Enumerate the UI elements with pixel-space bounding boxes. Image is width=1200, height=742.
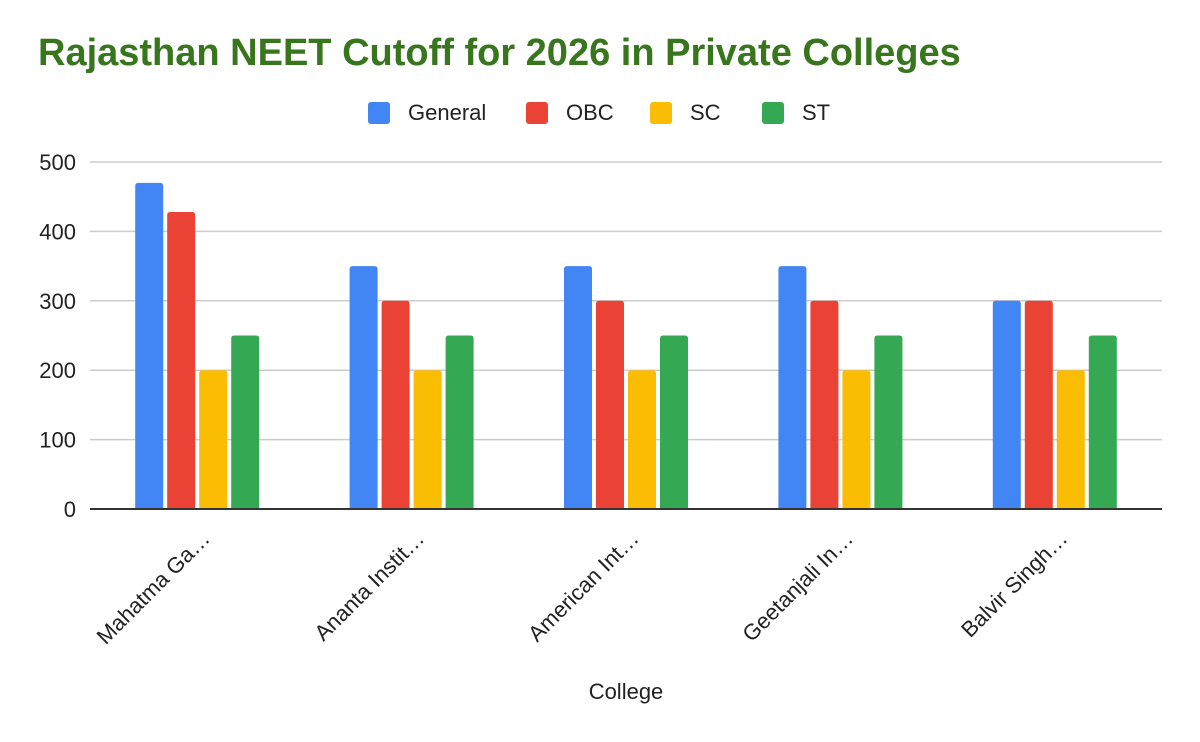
x-tick-label-3: Geetanjali In… [737,526,858,647]
legend-label-general: General [408,100,487,125]
x-axis-title: College [589,679,664,704]
legend-item-st: ST [762,96,830,130]
bar-obc-0 [167,211,196,509]
y-tick-label-300: 300 [39,289,76,314]
bar-sc-0 [199,370,228,509]
legend-item-general: General [368,96,486,130]
y-tick-label-200: 200 [39,358,76,383]
bar-st-4 [1088,335,1117,509]
y-tick-label-0: 0 [64,497,76,522]
legend-swatch-st [762,102,784,124]
bar-sc-1 [413,370,442,509]
bar-general-1 [349,266,378,509]
bar-obc-1 [381,300,410,509]
legend-swatch-obc [526,102,548,124]
x-tick-label-1: Ananta Instit… [309,526,429,646]
legend-label-st: ST [802,100,831,125]
x-tick-label-0: Mahatma Ga… [92,526,215,649]
bar-st-1 [445,335,474,509]
bar-obc-2 [596,300,624,509]
bar-sc-3 [842,370,871,509]
bar-obc-4 [1024,300,1053,509]
bar-st-0 [231,335,260,509]
y-tick-label-100: 100 [39,428,76,453]
bar-general-4 [992,300,1021,509]
y-tick-label-400: 400 [39,219,76,244]
x-tick-label-4: Balvir Singh… [956,526,1072,642]
legend-swatch-sc [650,102,672,124]
bar-sc-2 [628,370,656,509]
legend-swatch-general [368,102,390,124]
bar-obc-3 [810,300,839,509]
bar-st-3 [874,335,903,509]
chart-title: Rajasthan NEET Cutoff for 2026 in Privat… [38,32,961,74]
legend-item-obc: OBC [526,96,614,130]
bar-sc-4 [1056,370,1085,509]
legend-label-sc: SC [690,100,721,125]
bar-st-2 [660,335,688,509]
chart-legend: General OBC SC ST [0,96,1200,130]
bar-general-3 [778,266,807,509]
bar-general-0 [135,182,164,509]
bar-general-2 [564,266,592,509]
x-tick-label-2: American Int… [523,526,644,647]
y-tick-label-500: 500 [39,150,76,175]
legend-label-obc: OBC [566,100,614,125]
legend-item-sc: SC [650,96,721,130]
